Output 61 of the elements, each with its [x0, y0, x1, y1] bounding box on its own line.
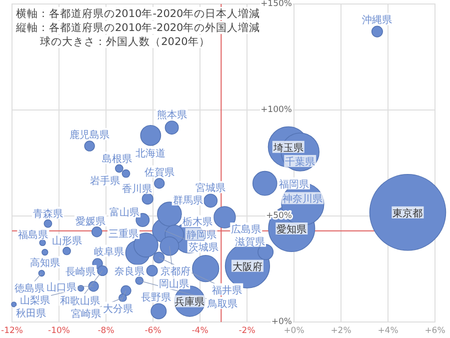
series-label: 長崎県	[66, 266, 96, 278]
series-label: 高知県	[30, 257, 60, 270]
x-tick-label: -4%	[192, 326, 208, 336]
x-tick-label: +4%	[378, 326, 398, 336]
series-label: 愛知県	[276, 224, 307, 236]
series-label: 栃木県	[182, 216, 213, 228]
series-label: 熊本県	[156, 109, 187, 122]
chart-title: 横軸：各都道府県の2010年-2020年の日本人増減	[16, 7, 260, 20]
x-tick-label: -2%	[238, 326, 256, 336]
series-label: 沖縄県	[362, 14, 392, 26]
y-tick-label: +0%	[271, 317, 292, 327]
series-label: 東京都	[392, 207, 423, 220]
x-tick-label: -8%	[98, 326, 114, 336]
y-tick-label: +100%	[260, 105, 292, 115]
x-tick-label: -12%	[1, 326, 23, 336]
y-tick-label: +150%	[260, 0, 292, 9]
text: 宮崎県	[70, 308, 101, 320]
series-label: 宮城県	[196, 182, 226, 194]
x-tick-label: +6%	[424, 326, 446, 336]
series-label: 岩手県	[90, 175, 120, 188]
series-label: 埼玉県	[272, 142, 304, 154]
series-label: 福岡県	[278, 178, 309, 190]
series-label: 三重県	[108, 228, 139, 240]
series-label: 香川県	[122, 182, 152, 195]
series-label: 静岡県	[186, 229, 216, 242]
x-tick-label: -6%	[144, 326, 162, 336]
series-label: 奈良県	[114, 266, 145, 278]
text: 山梨県	[20, 294, 50, 306]
text: 和歌山県	[60, 294, 100, 307]
series-label: 秋田県	[16, 307, 46, 320]
text: 鳥取県	[206, 298, 238, 310]
series-label: 茨城県	[188, 242, 218, 254]
text: 縦軸：各都道府県の2010年-2020年の外国人増減	[16, 22, 260, 34]
series-label: 岐阜県	[94, 246, 124, 258]
series-label: 兵庫県	[174, 296, 205, 308]
series-label: 鹿児島県	[70, 129, 110, 142]
series-label: 徳島県	[14, 282, 44, 294]
series-label: 千葉県	[285, 156, 316, 168]
x-tick-label: +2%	[330, 326, 352, 336]
series-label: 青森県	[32, 208, 63, 220]
series-label: 佐賀県	[144, 166, 174, 178]
series-label: 広島県	[231, 224, 262, 236]
series-label: 福島県	[18, 228, 48, 241]
series-label: 北海道	[136, 147, 166, 160]
series-label: 大阪府	[232, 260, 262, 273]
series-label: 山口県	[46, 281, 77, 294]
x-tick-label: -10%	[48, 326, 70, 336]
text: 福井県	[212, 284, 242, 296]
series-label: 山形県	[52, 235, 82, 248]
series-label: 滋賀県	[234, 236, 265, 248]
text: 岡山県	[159, 278, 190, 290]
x-tick-label: +0%	[284, 326, 304, 336]
series-label: 長野県	[141, 292, 172, 304]
series-label: 大分県	[102, 302, 133, 315]
annotation: 球の大きさ：外国人数（2020年）	[40, 35, 210, 48]
series-label: 神奈川県	[282, 193, 323, 206]
series-label: 群馬県	[172, 194, 203, 206]
series-label: 富山県	[109, 206, 140, 218]
series-label: 愛媛県	[75, 215, 106, 228]
series-label: 島根県	[102, 152, 132, 165]
series-label: 京都府	[160, 266, 191, 278]
